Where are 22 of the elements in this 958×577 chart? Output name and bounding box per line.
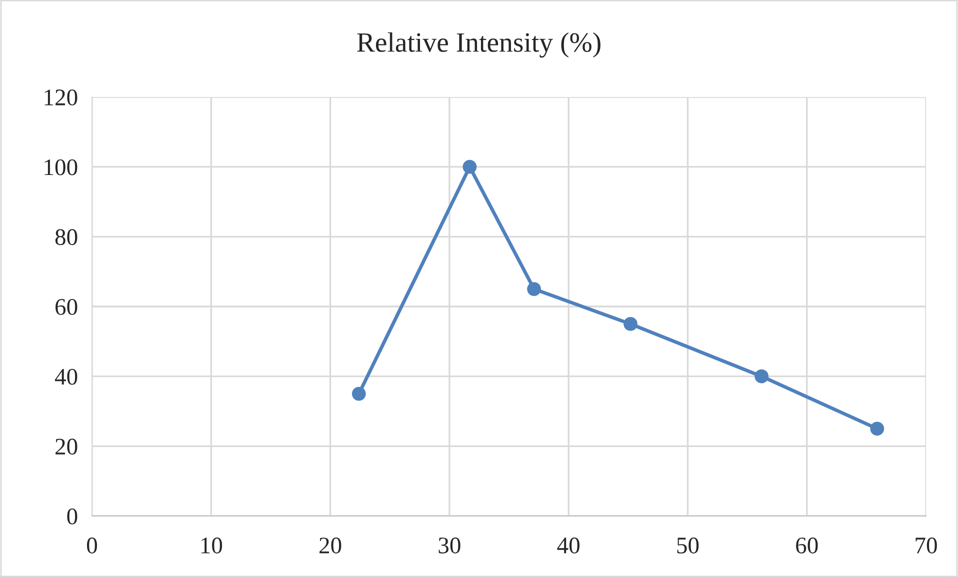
y-tick-label: 20	[56, 438, 78, 455]
y-tick-label: 100	[44, 159, 78, 176]
y-tick-label: 40	[54, 368, 78, 385]
y-tick-label: 0	[67, 508, 78, 524]
point	[754, 369, 769, 384]
y-tick-label: 60	[56, 298, 78, 315]
x-tick-label: 70	[916, 538, 937, 554]
x-tick-label: 60	[796, 538, 818, 554]
chart-title: Relative Intensity (%)	[357, 32, 600, 58]
x-tick-label: 20	[320, 538, 342, 554]
point	[352, 386, 366, 401]
point	[870, 422, 884, 436]
x-tick-label: 10	[201, 538, 222, 554]
x-tick-label: 50	[677, 538, 699, 554]
y-tick-label: 120	[44, 89, 78, 106]
point	[462, 160, 477, 174]
point	[527, 282, 541, 296]
x-tick-label: 40	[557, 538, 580, 554]
x-tick-label: 0	[86, 538, 98, 554]
y-tick-label: 80	[55, 229, 78, 246]
point	[624, 317, 638, 331]
x-tick-label: 30	[438, 538, 460, 554]
